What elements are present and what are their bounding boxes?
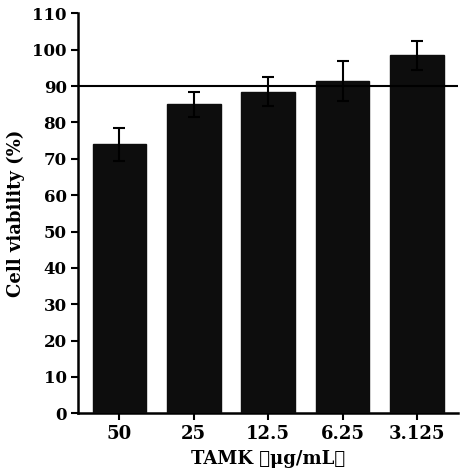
Bar: [93, 144, 146, 413]
Bar: [316, 81, 370, 413]
Bar: [167, 104, 220, 413]
Bar: [390, 55, 444, 413]
Y-axis label: Cell viability (%): Cell viability (%): [7, 130, 25, 297]
X-axis label: TAMK （μg/mL）: TAMK （μg/mL）: [191, 450, 345, 468]
Bar: [241, 92, 295, 413]
